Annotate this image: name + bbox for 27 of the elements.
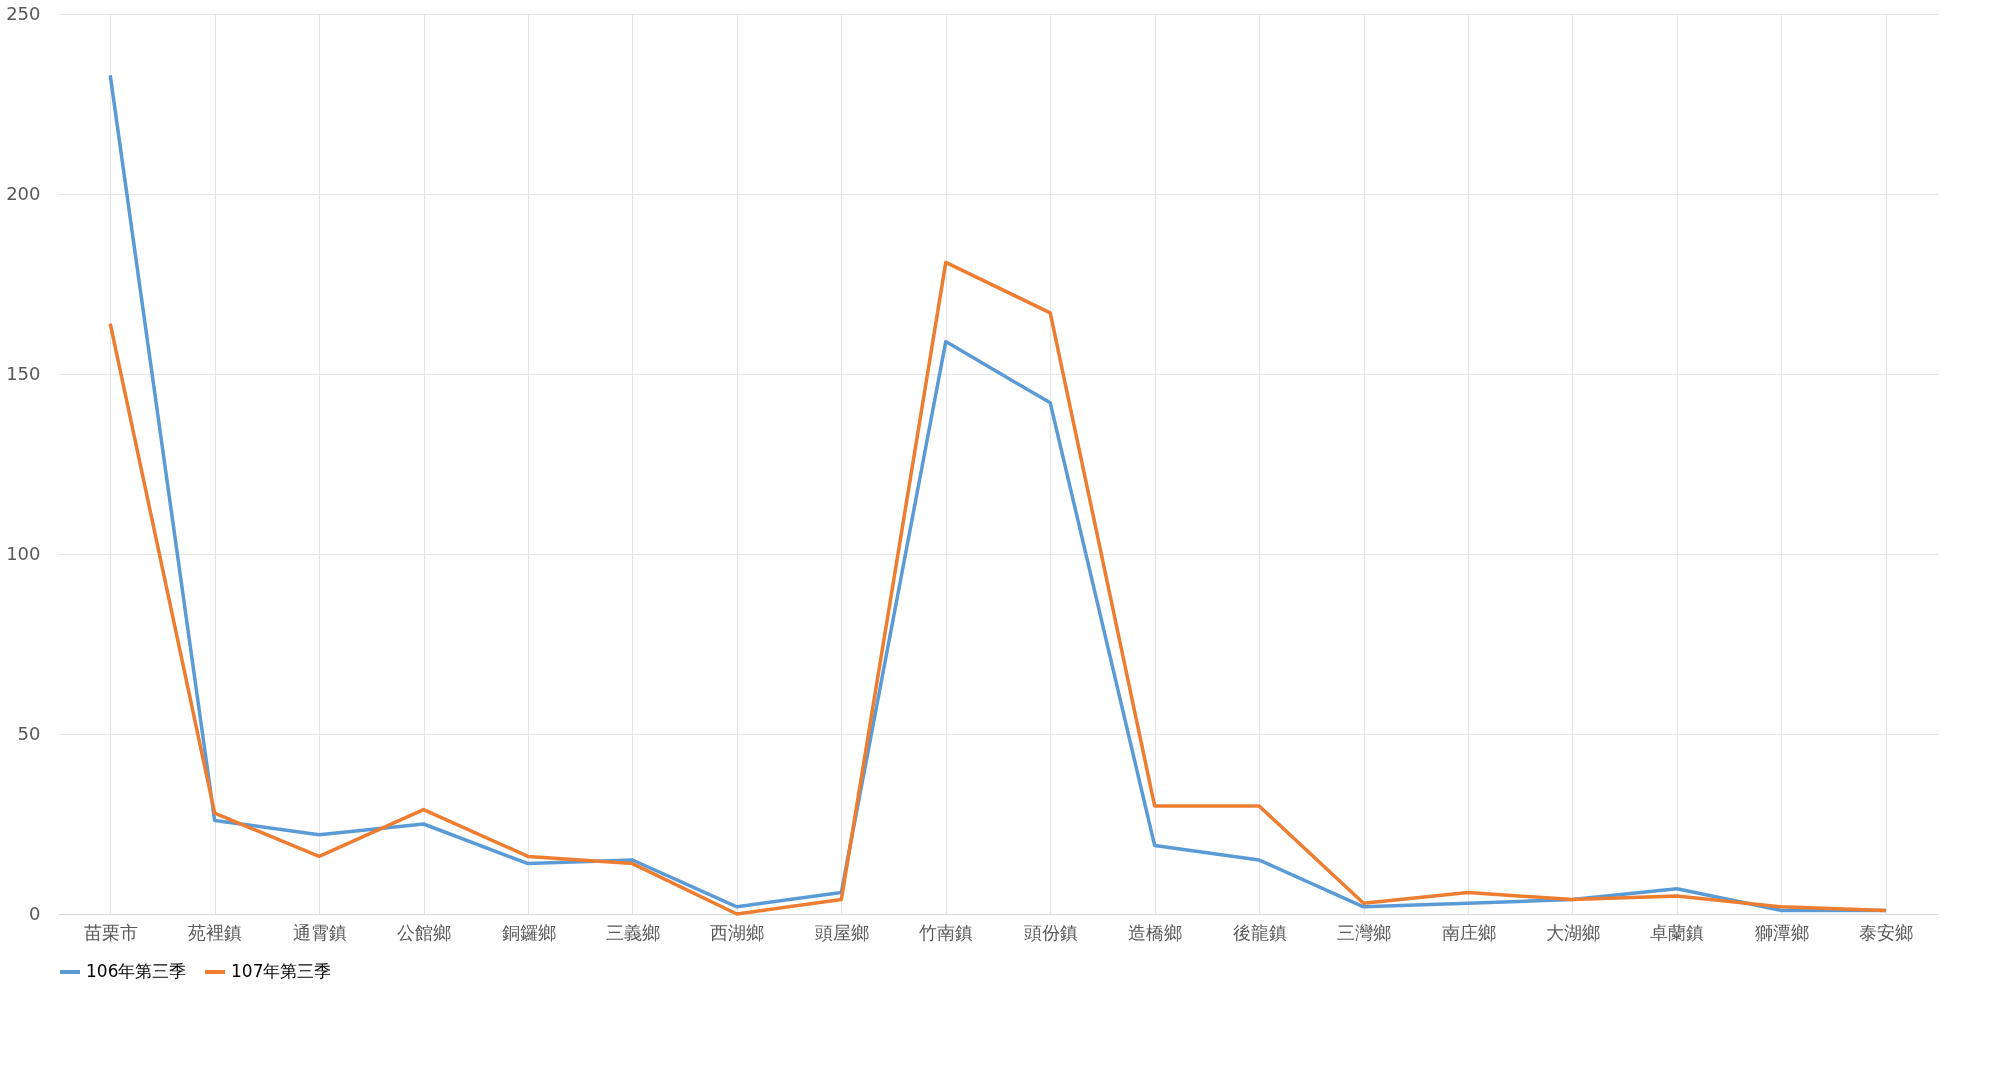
x-tick-label: 三灣鄉 [1337, 921, 1392, 943]
x-tick-label: 三義鄉 [605, 921, 660, 943]
x-tick-label: 通霄鎮 [292, 921, 347, 943]
y-tick-label: 0 [29, 902, 41, 924]
legend-label: 107年第三季 [231, 961, 332, 981]
y-tick-label: 200 [6, 182, 41, 204]
x-tick-label: 大湖鄉 [1545, 921, 1600, 943]
x-tick-label: 苑裡鎮 [188, 921, 243, 943]
x-tick-label: 銅鑼鄉 [501, 921, 556, 943]
x-tick-label: 公館鄉 [397, 921, 452, 943]
x-tick-label: 南庄鄉 [1441, 921, 1496, 943]
y-tick-label: 250 [6, 2, 41, 24]
x-tick-label: 竹南鎮 [919, 921, 974, 943]
y-tick-label: 50 [17, 722, 41, 744]
x-tick-label: 苗栗市 [83, 921, 138, 943]
x-tick-label: 西湖鄉 [710, 921, 765, 943]
x-tick-label: 頭屋鄉 [814, 921, 869, 943]
legend-label: 106年第三季 [86, 961, 187, 981]
x-tick-label: 造橋鄉 [1128, 921, 1183, 943]
x-tick-label: 頭份鎮 [1023, 921, 1078, 943]
y-tick-label: 150 [6, 362, 41, 384]
line-series [108, 260, 1888, 916]
x-tick-label: 卓蘭鎮 [1650, 921, 1705, 943]
x-tick-label: 泰安鄉 [1859, 921, 1914, 943]
x-tick-label: 獅潭鄉 [1754, 921, 1809, 943]
x-tick-label: 後龍鎮 [1232, 921, 1287, 943]
y-tick-label: 100 [6, 542, 41, 564]
